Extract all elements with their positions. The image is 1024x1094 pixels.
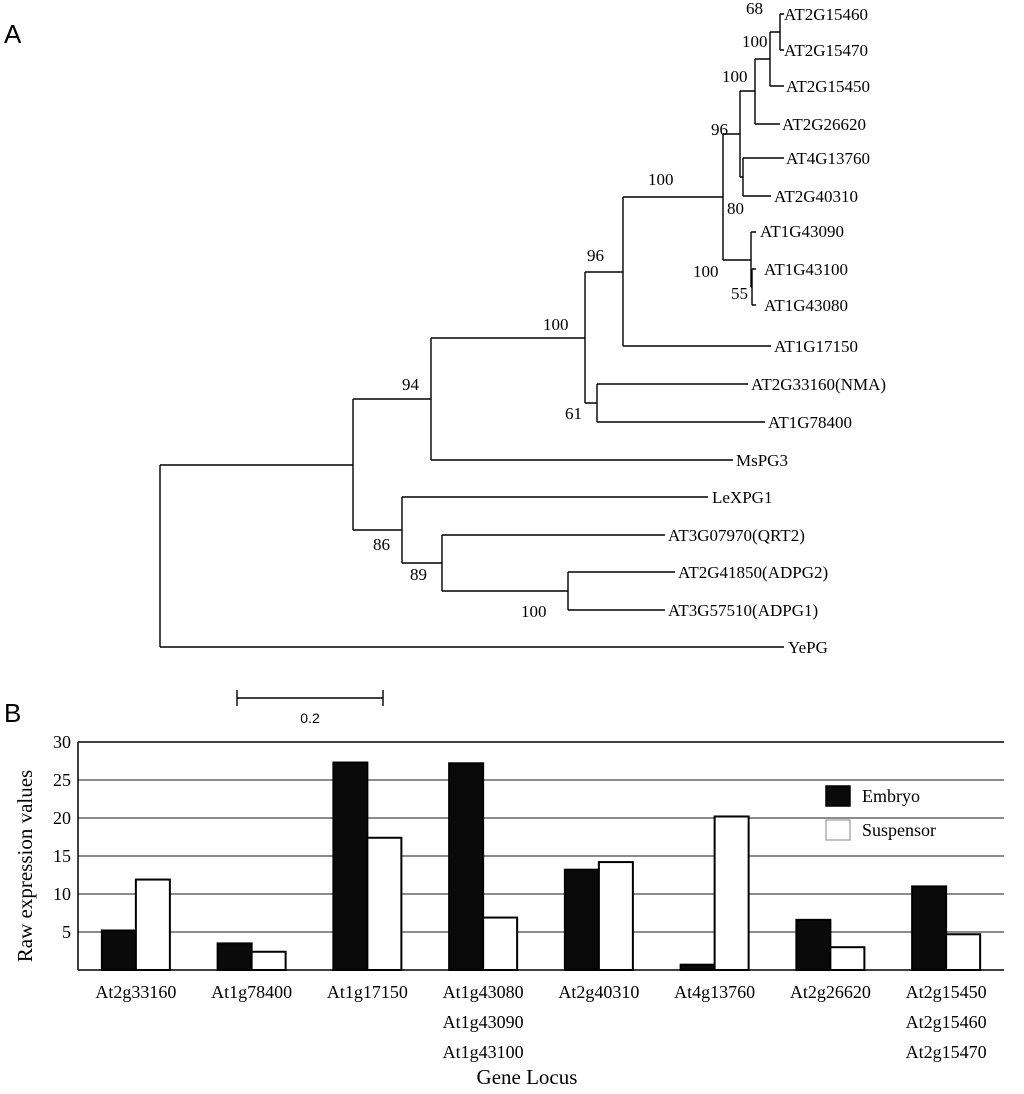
- legend-label-embryo: Embryo: [862, 786, 920, 806]
- leaf-label: AT2G15470: [784, 41, 868, 60]
- x-tick-label: At2g15470: [906, 1042, 987, 1062]
- y-tick-label: 10: [53, 884, 71, 904]
- bar-suspensor: [134, 878, 171, 971]
- bar-suspensor: [945, 933, 982, 972]
- y-tick-label: 20: [53, 808, 71, 828]
- tree-branches: [159, 13, 784, 648]
- panel-b: B 5 10 15 20 25 30 At2g33160 At1g78400 At1g1715…: [4, 698, 1004, 1089]
- x-tick-label: At2g40310: [558, 982, 639, 1002]
- bootstrap-value: 100: [521, 602, 547, 621]
- bootstrap-value: 96: [587, 246, 604, 265]
- legend-swatch-embryo: [825, 785, 851, 807]
- bootstrap-value: 86: [373, 535, 390, 554]
- scale-bar-label: 0.2: [300, 710, 320, 726]
- bootstrap-value: 100: [543, 315, 569, 334]
- bootstrap-labels: 68 100 100 96 80 100 55 100 96 100 61 94…: [373, 0, 768, 621]
- scale-bar-line: [236, 690, 384, 706]
- bar-suspensor: [482, 916, 519, 971]
- leaf-label: AT1G43090: [760, 222, 844, 241]
- x-tick-labels: At2g33160 At1g78400 At1g17150 At1g43080 At1g…: [95, 982, 986, 1062]
- bar-embryo: [911, 885, 948, 972]
- y-tick-label: 15: [53, 846, 71, 866]
- leaf-label: AT2G26620: [782, 115, 866, 134]
- leaf-label: AT1G78400: [768, 413, 852, 432]
- bootstrap-value: 100: [742, 32, 768, 51]
- leaf-label: AT1G43100: [764, 260, 848, 279]
- bootstrap-value: 100: [722, 67, 748, 86]
- y-axis-title: Raw expression values: [13, 770, 37, 962]
- leaf-label: AT3G07970(QRT2): [668, 526, 805, 545]
- leaf-label: AT1G17150: [774, 337, 858, 356]
- leaf-label: AT3G57510(ADPG1): [668, 601, 818, 620]
- bootstrap-value: 80: [727, 199, 744, 218]
- bootstrap-value: 68: [746, 0, 763, 18]
- bar-embryo: [795, 918, 832, 972]
- leaf-label: AT2G15450: [786, 77, 870, 96]
- y-tick-label: 5: [62, 922, 71, 942]
- y-tick-label: 25: [53, 770, 71, 790]
- bar-suspensor: [366, 836, 403, 972]
- legend-label-suspensor: Suspensor: [862, 820, 936, 840]
- leaf-label: AT4G13760: [786, 149, 870, 168]
- bar-embryo: [332, 761, 369, 972]
- bars: [100, 761, 982, 972]
- y-tick-labels: 5 10 15 20 25 30: [53, 732, 71, 942]
- x-tick-label: At2g15460: [906, 1012, 987, 1032]
- bar-suspensor: [713, 815, 750, 971]
- x-tick-label: At4g13760: [674, 982, 755, 1002]
- x-tick-label: At2g26620: [790, 982, 871, 1002]
- bar-suspensor: [250, 950, 287, 972]
- leaf-label: AT2G15460: [784, 5, 868, 24]
- bootstrap-value: 55: [731, 284, 748, 303]
- x-tick-label: At1g17150: [327, 982, 408, 1002]
- x-axis-title: Gene Locus: [477, 1065, 578, 1089]
- x-tick-label: At2g33160: [95, 982, 176, 1002]
- panel-a: A AT2G15460 AT2G15470 AT2G15450 AT2G2662: [4, 0, 886, 726]
- bootstrap-value: 61: [565, 404, 582, 423]
- bootstrap-value: 100: [648, 170, 674, 189]
- x-tick-label: At1g43080: [443, 982, 524, 1002]
- bootstrap-value: 89: [410, 565, 427, 584]
- leaf-label: YePG: [788, 638, 828, 657]
- bar-suspensor: [829, 946, 866, 972]
- bar-embryo: [679, 963, 716, 971]
- panel-b-label: B: [4, 698, 21, 728]
- panel-a-label: A: [4, 19, 22, 49]
- bar-suspensor: [597, 861, 634, 972]
- gridlines: [78, 741, 1004, 933]
- x-tick-label: At1g78400: [211, 982, 292, 1002]
- leaf-label: MsPG3: [736, 451, 788, 470]
- tree-leaf-labels: AT2G15460 AT2G15470 AT2G15450 AT2G26620 …: [668, 5, 886, 657]
- leaf-label: LeXPG1: [712, 488, 772, 507]
- x-tick-label: At2g15450: [906, 982, 987, 1002]
- bar-embryo: [448, 762, 485, 972]
- legend-swatch-suspensor: [825, 819, 851, 841]
- x-tick-label: At1g43100: [443, 1042, 524, 1062]
- y-tick-label: 30: [53, 732, 71, 752]
- bootstrap-value: 100: [693, 262, 719, 281]
- bootstrap-value: 96: [711, 120, 728, 139]
- leaf-label: AT1G43080: [764, 296, 848, 315]
- bar-embryo: [563, 868, 600, 971]
- bar-embryo: [100, 929, 137, 971]
- leaf-label: AT2G33160(NMA): [751, 375, 886, 394]
- bootstrap-value: 94: [402, 375, 420, 394]
- bar-embryo: [216, 942, 253, 972]
- x-tick-label: At1g43090: [443, 1012, 524, 1032]
- leaf-label: AT2G41850(ADPG2): [678, 563, 828, 582]
- legend: Embryo Suspensor: [825, 785, 936, 841]
- scale-bar: 0.2: [236, 690, 384, 726]
- leaf-label: AT2G40310: [774, 187, 858, 206]
